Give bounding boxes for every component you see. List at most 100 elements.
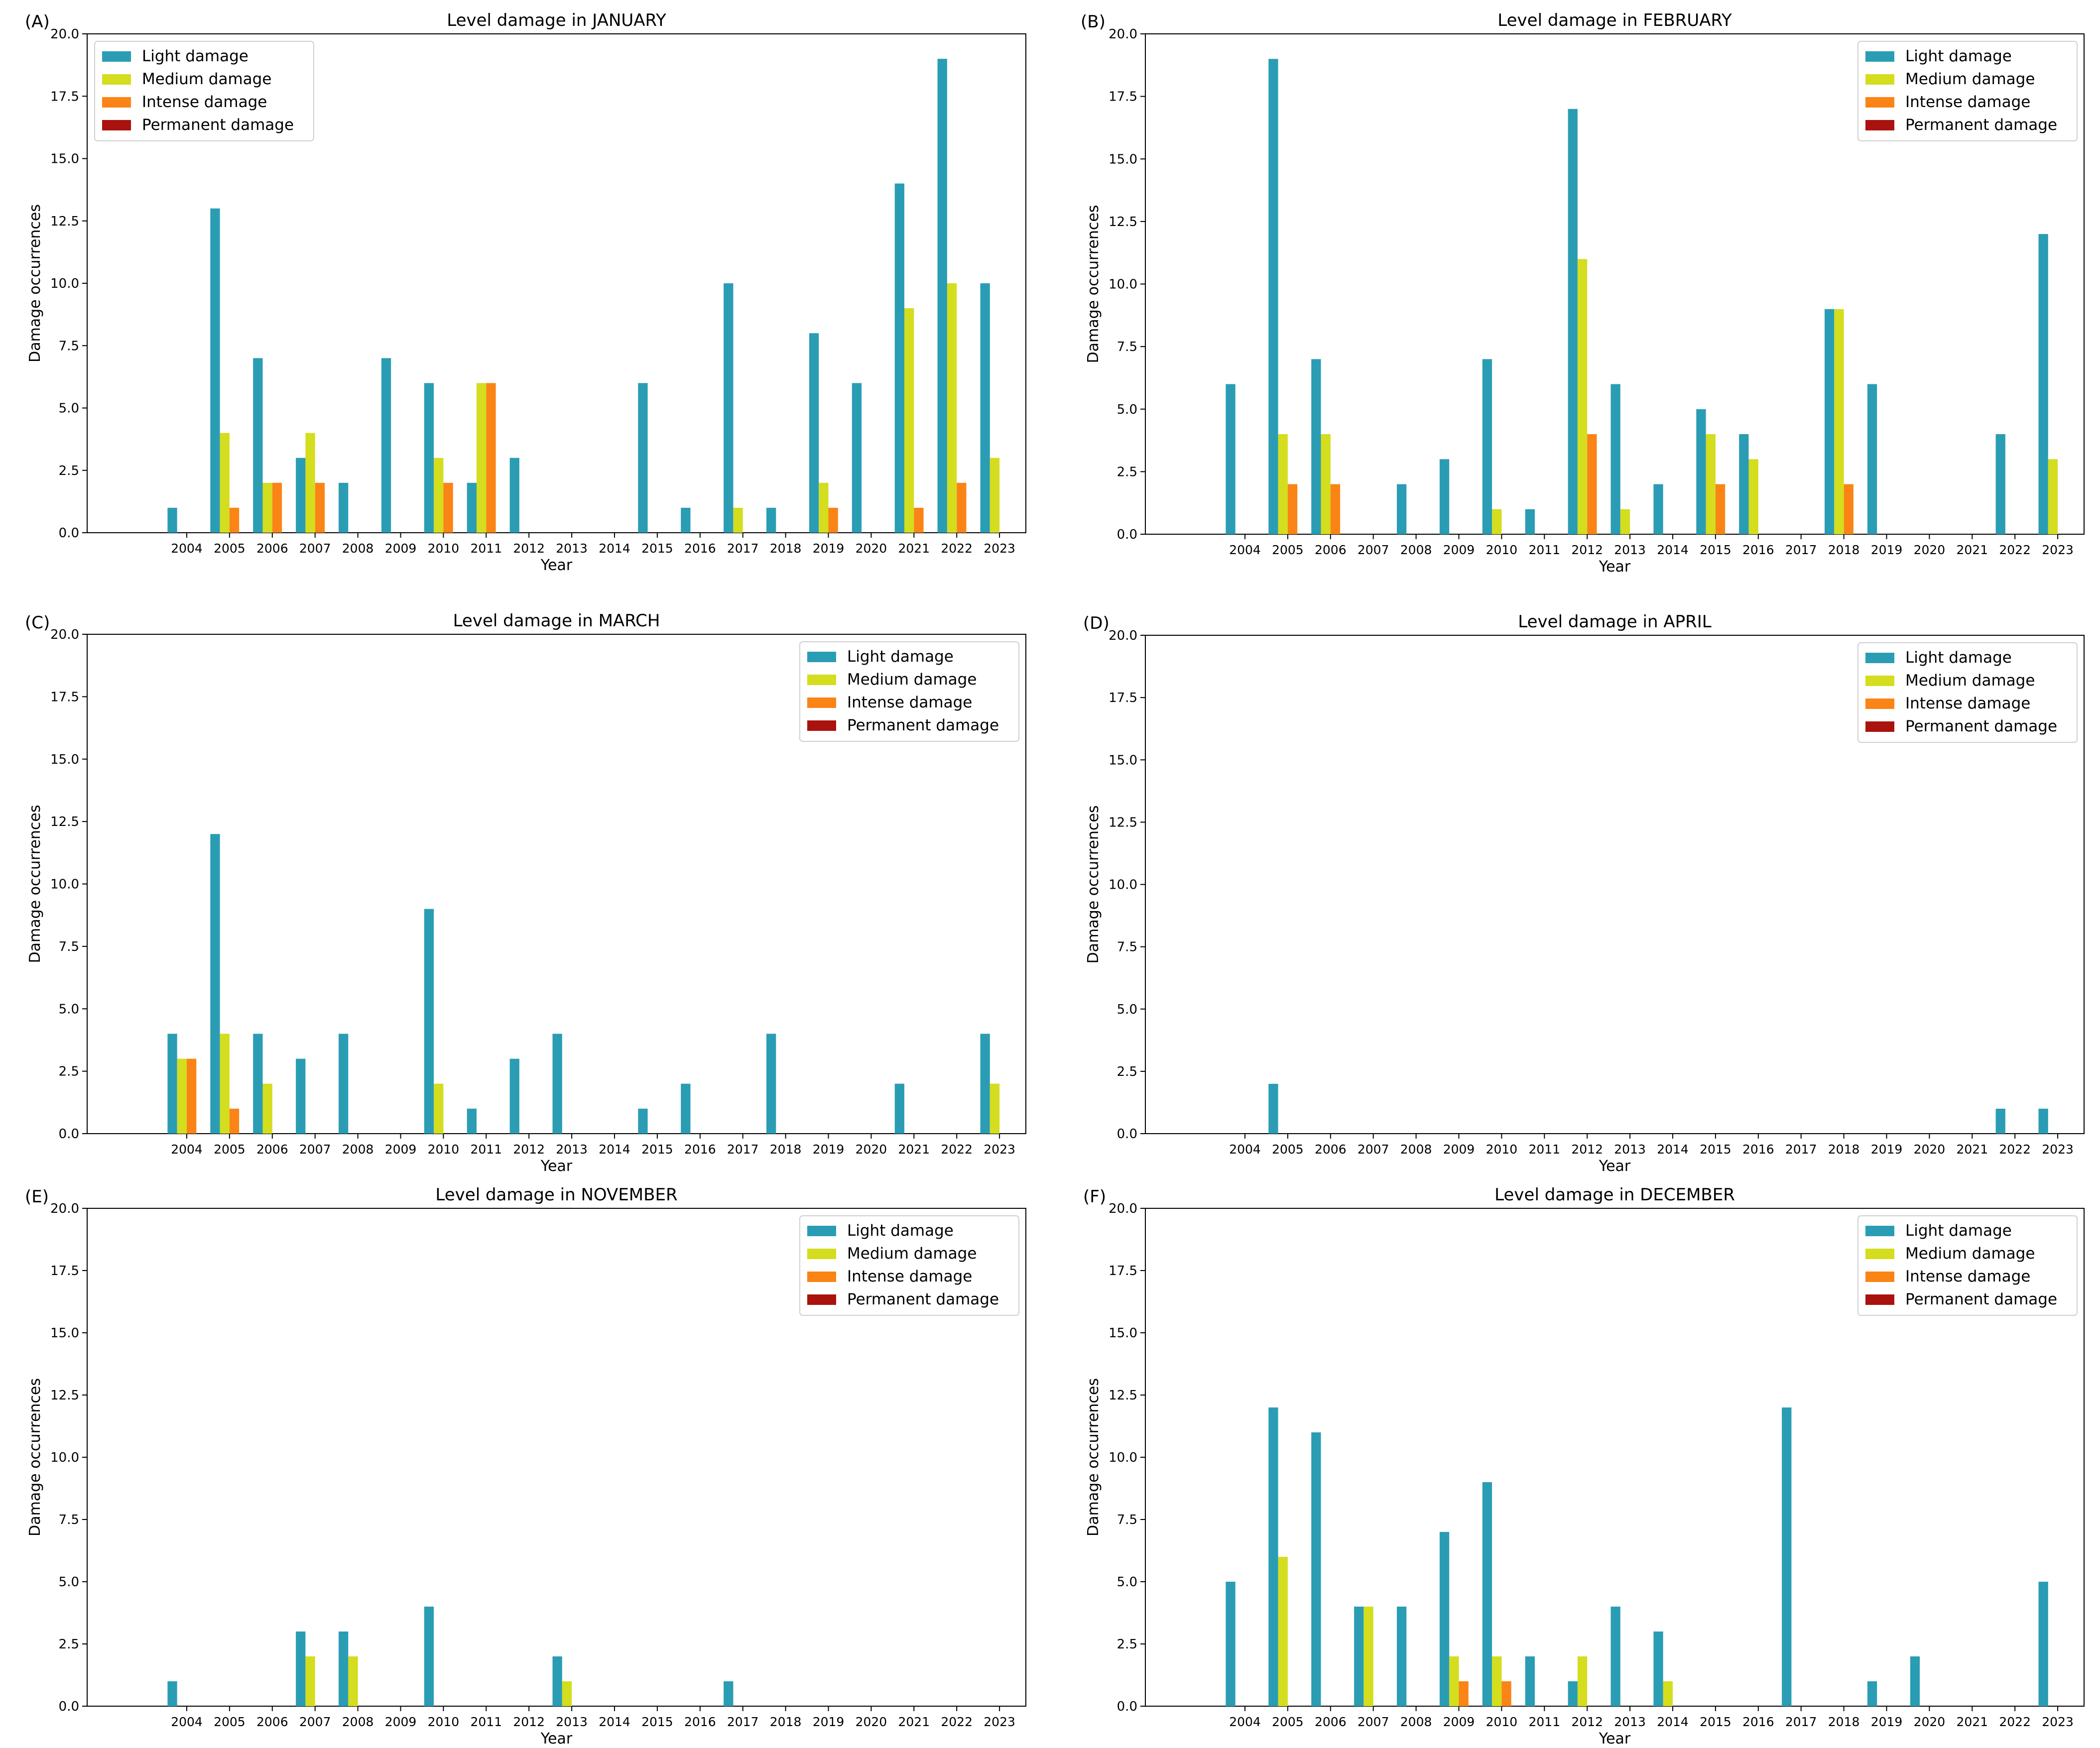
bar-medium-damage-2007	[305, 433, 315, 533]
legend-swatch-medium-damage	[1865, 1249, 1894, 1259]
bar-light-damage-2021	[894, 1083, 904, 1134]
bar-medium-damage-2009	[1449, 1656, 1459, 1706]
bar-light-damage-2008	[339, 1631, 349, 1706]
y-tick-label: 0.0	[59, 1127, 79, 1142]
bar-intense-damage-2006	[1330, 484, 1341, 534]
bar-light-damage-2008	[339, 482, 349, 533]
x-tick-label: 2017	[727, 1715, 759, 1729]
legend-label-light-damage: Light damage	[847, 1222, 954, 1240]
x-tick-label: 2009	[1443, 543, 1475, 557]
legend-label-light-damage: Light damage	[142, 47, 248, 65]
y-tick-label: 10.0	[1109, 878, 1137, 893]
bar-medium-damage-2005	[1278, 1557, 1288, 1706]
bar-light-damage-2017	[724, 1681, 734, 1706]
panel-label: (B)	[1081, 12, 1106, 32]
bar-light-damage-2013	[552, 1656, 562, 1706]
legend-swatch-permanent-damage	[102, 120, 131, 130]
x-tick-label: 2015	[1700, 1142, 1731, 1157]
y-tick-label: 7.5	[59, 339, 79, 353]
x-tick-label: 2005	[214, 541, 246, 556]
x-tick-label: 2014	[599, 1715, 630, 1729]
legend-label-intense-damage: Intense damage	[1905, 695, 2030, 712]
x-tick-label: 2005	[1272, 543, 1304, 557]
x-tick-label: 2008	[342, 1142, 374, 1157]
x-tick-label: 2018	[770, 1142, 802, 1157]
bar-light-damage-2006	[1311, 1432, 1321, 1706]
legend-swatch-light-damage	[1865, 653, 1894, 663]
bar-medium-damage-2010	[434, 1083, 444, 1134]
y-tick-label: 20.0	[50, 627, 79, 642]
y-tick-label: 10.0	[50, 877, 79, 892]
x-tick-label: 2018	[1828, 543, 1860, 557]
y-tick-label: 10.0	[50, 1450, 79, 1465]
legend-swatch-intense-damage	[1865, 97, 1894, 108]
y-tick-label: 17.5	[50, 1264, 79, 1279]
x-tick-label: 2020	[856, 541, 887, 556]
y-axis-label: Damage occurrences	[26, 1378, 44, 1536]
y-axis-label: Damage occurrences	[1085, 805, 1102, 963]
x-tick-label: 2020	[856, 1142, 887, 1157]
x-tick-label: 2022	[941, 1715, 973, 1729]
y-tick-label: 2.5	[1117, 1637, 1137, 1652]
legend-swatch-medium-damage	[1865, 676, 1894, 686]
bar-medium-damage-2007	[305, 1656, 315, 1706]
x-tick-label: 2009	[385, 1142, 417, 1157]
legend-box	[1857, 1215, 2078, 1316]
bar-intense-damage-2015	[1715, 484, 1726, 534]
y-axis-label: Damage occurrences	[26, 805, 44, 963]
legend-label-medium-damage: Medium damage	[847, 1245, 977, 1263]
bar-light-damage-2023	[2038, 234, 2048, 534]
bar-light-damage-2012	[509, 458, 519, 533]
y-tick-label: 7.5	[1117, 940, 1137, 955]
legend-label-intense-damage: Intense damage	[1905, 93, 2030, 111]
legend-label-intense-damage: Intense damage	[847, 694, 972, 711]
bar-light-damage-2010	[424, 1607, 434, 1706]
bar-medium-damage-2023	[2048, 459, 2058, 535]
y-tick-label: 17.5	[50, 690, 79, 704]
legend-swatch-light-damage	[807, 652, 836, 662]
x-tick-label: 2005	[214, 1142, 246, 1157]
legend-box	[799, 1215, 1019, 1316]
y-tick-label: 20.0	[1109, 1201, 1137, 1216]
chart-title: Level damage in JANUARY	[447, 10, 666, 30]
x-tick-label: 2011	[470, 1715, 502, 1729]
bar-light-damage-2004	[167, 507, 177, 533]
bar-medium-damage-2012	[1577, 259, 1588, 535]
x-tick-label: 2007	[299, 541, 331, 556]
y-tick-label: 2.5	[59, 1064, 79, 1079]
bar-light-damage-2011	[467, 1108, 477, 1134]
x-tick-label: 2015	[1700, 1715, 1731, 1729]
bar-intense-damage-2004	[187, 1058, 197, 1134]
legend: Light damage Medium damage Intense damage P…	[799, 1215, 1019, 1316]
x-tick-label: 2008	[342, 541, 374, 556]
bar-light-damage-2018	[766, 507, 776, 533]
bar-light-damage-2016	[681, 507, 691, 533]
x-tick-label: 2005	[214, 1715, 246, 1729]
x-tick-label: 2016	[684, 1142, 716, 1157]
bar-medium-damage-2012	[1577, 1656, 1588, 1706]
bar-light-damage-2017	[724, 283, 734, 533]
legend-label-light-damage: Light damage	[1905, 47, 2012, 65]
bar-medium-damage-2005	[1278, 434, 1288, 534]
bar-medium-damage-2005	[220, 1034, 230, 1134]
legend-swatch-permanent-damage	[1865, 1294, 1894, 1305]
panel-label: (F)	[1083, 1187, 1106, 1207]
bar-light-damage-2004	[1226, 384, 1235, 534]
bar-light-damage-2016	[1739, 434, 1749, 534]
x-tick-label: 2023	[2042, 1715, 2074, 1729]
bar-intense-damage-2010	[443, 482, 453, 533]
y-tick-label: 12.5	[1109, 1388, 1137, 1403]
legend-swatch-permanent-damage	[1865, 120, 1894, 130]
bar-light-damage-2022	[937, 59, 947, 533]
legend-swatch-medium-damage	[102, 74, 131, 85]
legend-label-intense-damage: Intense damage	[847, 1268, 972, 1285]
legend-label-permanent-damage: Permanent damage	[1905, 1290, 2057, 1308]
bar-intense-damage-2010	[1501, 1681, 1511, 1706]
x-axis-label: Year	[540, 1730, 573, 1748]
bar-medium-damage-2006	[262, 482, 272, 533]
x-tick-label: 2013	[556, 1715, 588, 1729]
x-axis-label: Year	[540, 1158, 573, 1175]
chart-panel-f: 0.0 2.5 5.0 7.5 10.0 12.5 15.0 17.5 20.0 2004 2005…	[1083, 1185, 2085, 1748]
x-tick-label: 2014	[1657, 543, 1689, 557]
